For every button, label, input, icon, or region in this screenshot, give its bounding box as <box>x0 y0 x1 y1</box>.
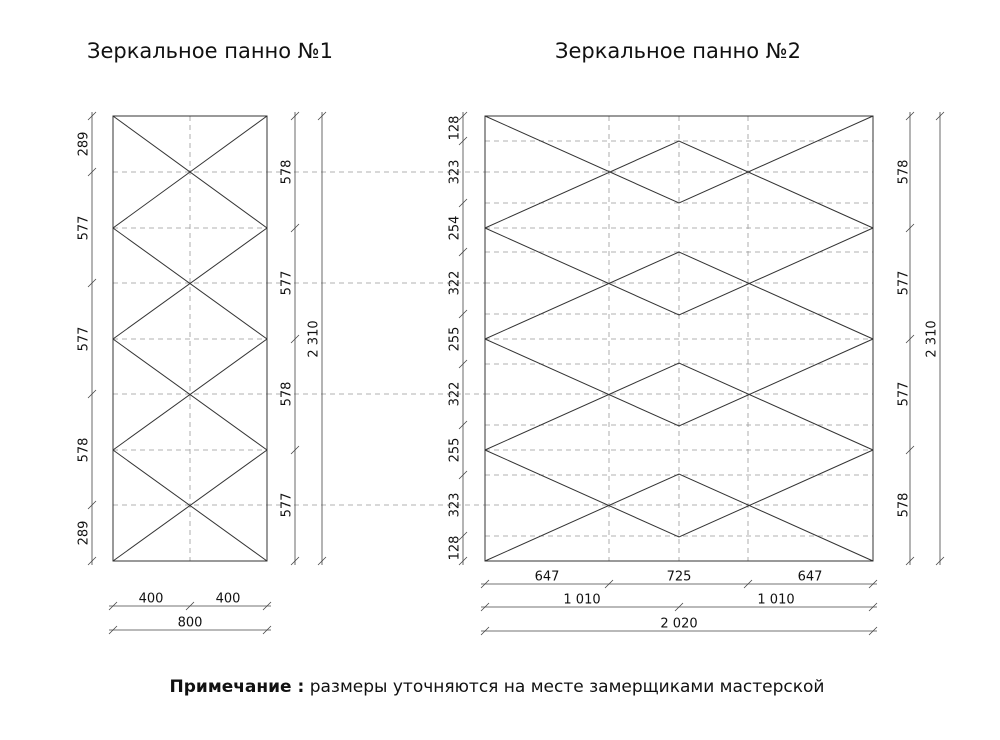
dim-tick <box>458 359 468 369</box>
dim-tick <box>868 626 878 636</box>
dim-tick <box>458 198 468 208</box>
dim-label: 577 <box>280 493 295 518</box>
dim-label: 255 <box>448 327 463 352</box>
dim-tick <box>458 247 468 257</box>
dim-label: 400 <box>216 592 241 607</box>
dim-tick <box>458 556 468 566</box>
dim-tick <box>868 579 878 589</box>
dim-tick <box>674 602 684 612</box>
dim-label: 578 <box>280 382 295 407</box>
dim-label: 647 <box>798 570 823 585</box>
dim-label: 578 <box>897 160 912 185</box>
dim-tick <box>87 278 97 288</box>
dim-tick <box>604 579 614 589</box>
dim-tick <box>290 334 300 344</box>
dim-label: 577 <box>77 216 92 241</box>
dim-tick <box>87 500 97 510</box>
dim-tick <box>87 556 97 566</box>
diagonal <box>484 251 874 340</box>
dim-label: 578 <box>897 493 912 518</box>
dim-label: 647 <box>535 570 560 585</box>
dim-tick <box>290 111 300 121</box>
dim-label: 289 <box>77 132 92 157</box>
dim-label: 323 <box>448 493 463 518</box>
diagonal <box>484 338 874 427</box>
dim-tick <box>935 556 945 566</box>
diagonal <box>112 227 268 340</box>
dim-label: 128 <box>448 536 463 561</box>
dim-label: 254 <box>448 216 463 241</box>
diagonal <box>484 449 874 538</box>
diagonal <box>484 227 874 316</box>
diagonal <box>484 115 874 204</box>
dim-tick <box>87 389 97 399</box>
dim-label: 578 <box>280 160 295 185</box>
dim-tick <box>905 223 915 233</box>
dim-tick <box>905 556 915 566</box>
panel-title: Зеркальное панно №2 <box>555 39 801 63</box>
diagonal <box>112 338 268 451</box>
dim-tick <box>317 111 327 121</box>
dim-tick <box>480 602 490 612</box>
panel-title: Зеркальное панно №1 <box>87 39 333 63</box>
dim-tick <box>905 334 915 344</box>
dim-tick <box>458 309 468 319</box>
note-label: Примечание : <box>170 677 305 697</box>
dim-tick <box>480 579 490 589</box>
dim-label: 255 <box>448 438 463 463</box>
dim-tick <box>935 111 945 121</box>
dim-label: 578 <box>77 438 92 463</box>
dim-tick <box>317 556 327 566</box>
dim-label: 725 <box>667 570 692 585</box>
dim-tick <box>905 445 915 455</box>
dim-label: 322 <box>448 382 463 407</box>
dim-label: 1 010 <box>757 593 794 608</box>
dim-tick <box>290 223 300 233</box>
dim-label: 577 <box>897 382 912 407</box>
dim-tick <box>185 601 195 611</box>
dim-label: 800 <box>178 616 203 631</box>
diagonal <box>484 140 874 229</box>
dim-tick <box>458 420 468 430</box>
dim-tick <box>290 556 300 566</box>
diagonal <box>112 115 268 229</box>
dim-label: 128 <box>448 116 463 141</box>
dim-tick <box>743 579 753 589</box>
dim-label: 1 010 <box>563 593 600 608</box>
dim-label: 400 <box>139 592 164 607</box>
dim-tick <box>108 625 118 635</box>
dim-tick <box>868 602 878 612</box>
dim-tick <box>87 167 97 177</box>
dim-tick <box>262 625 272 635</box>
dim-tick <box>290 445 300 455</box>
diagonal <box>112 449 268 562</box>
dim-label: 322 <box>448 271 463 296</box>
dim-label: 2 020 <box>660 617 697 632</box>
note-text: размеры уточняются на месте замерщиками … <box>310 677 825 697</box>
dim-label: 577 <box>897 271 912 296</box>
dim-tick <box>458 111 468 121</box>
dim-tick <box>480 626 490 636</box>
dim-tick <box>87 111 97 121</box>
diagonal <box>484 362 874 451</box>
dim-tick <box>108 601 118 611</box>
dim-label: 577 <box>280 271 295 296</box>
dim-tick <box>458 136 468 146</box>
dim-label: 289 <box>77 521 92 546</box>
dim-label: 323 <box>448 160 463 185</box>
dim-tick <box>458 470 468 480</box>
dim-label: 2 310 <box>307 320 322 357</box>
dim-tick <box>905 111 915 121</box>
diagonal <box>484 473 874 562</box>
note: Примечание : размеры уточняются на месте… <box>170 677 825 697</box>
dim-label: 2 310 <box>925 320 940 357</box>
dim-label: 577 <box>77 327 92 352</box>
dim-tick <box>262 601 272 611</box>
dim-tick <box>458 531 468 541</box>
